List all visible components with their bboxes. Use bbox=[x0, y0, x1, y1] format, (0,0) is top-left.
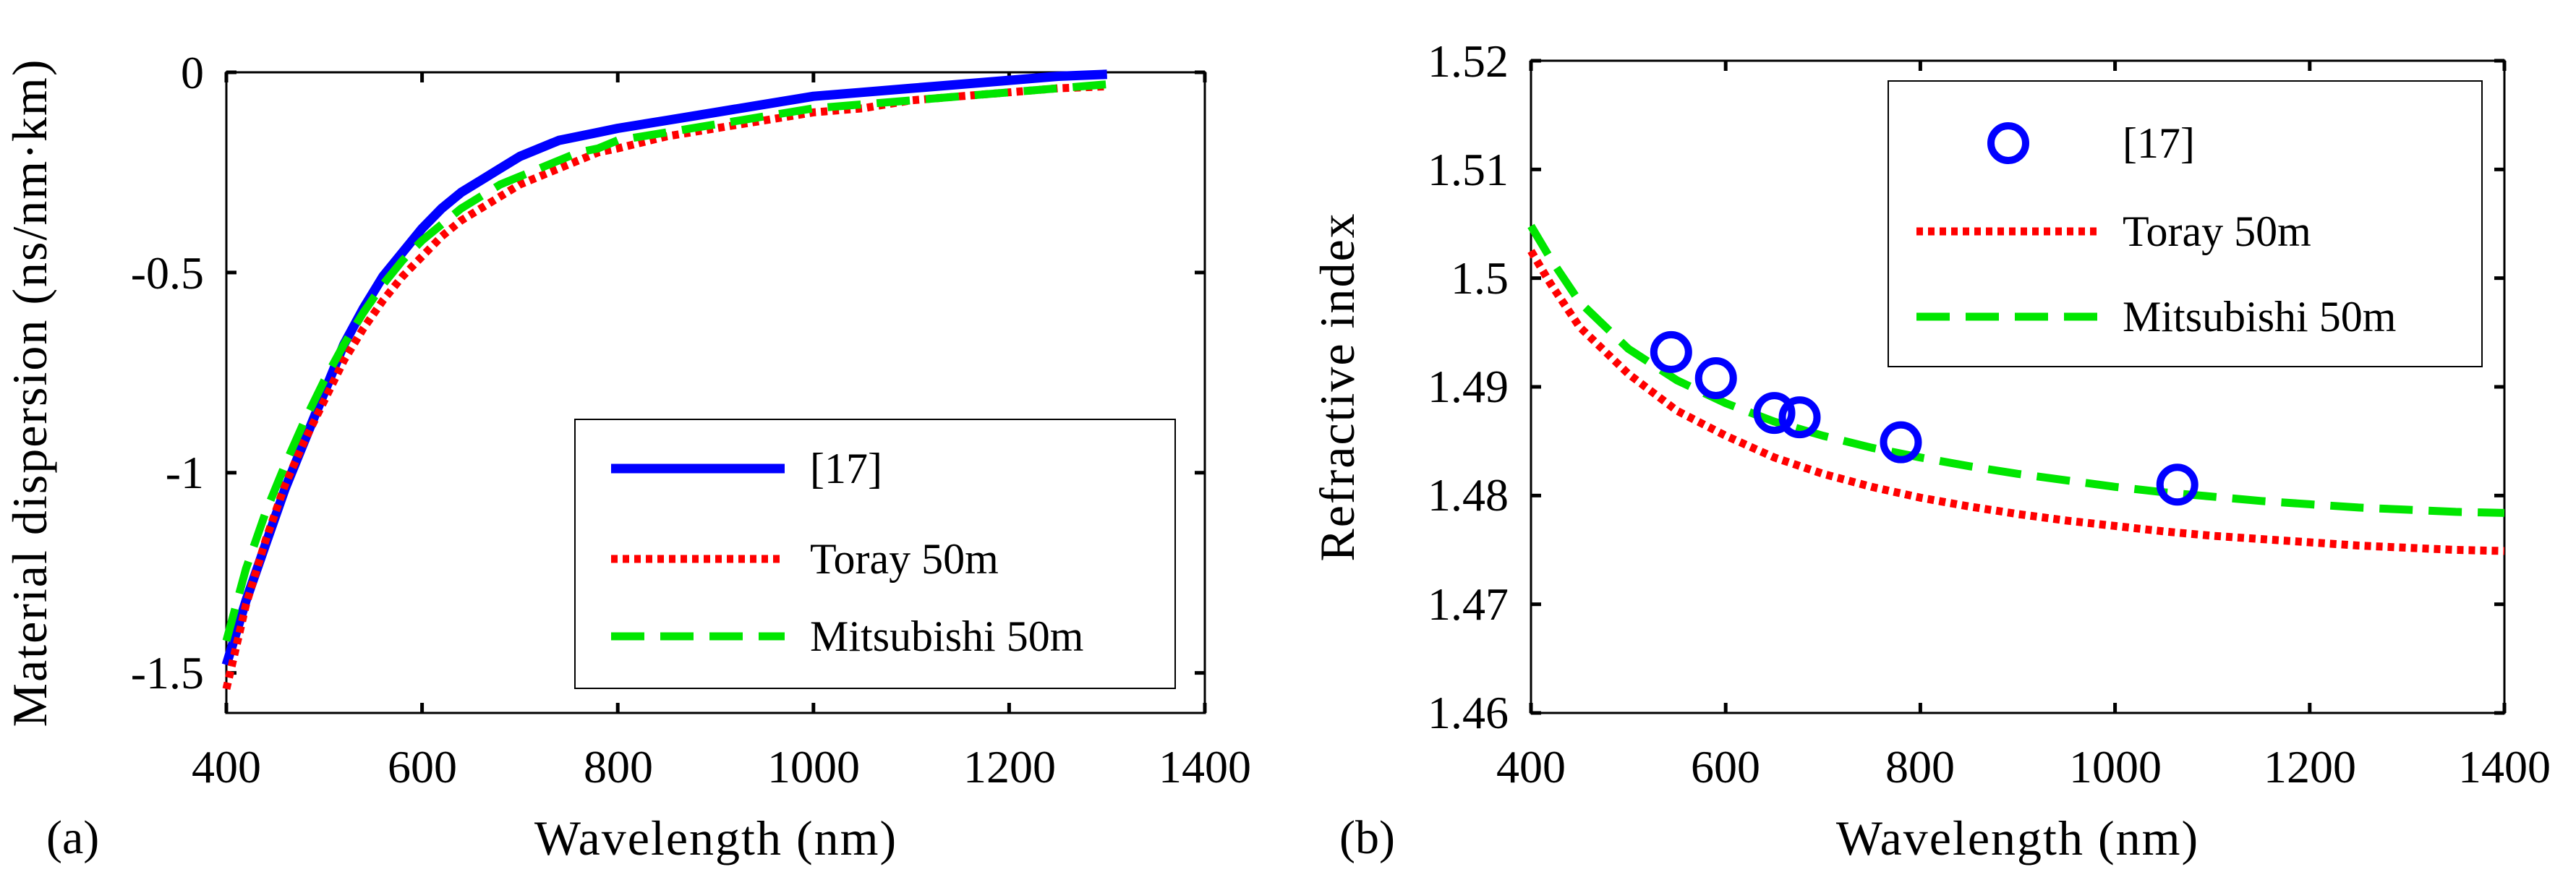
b-panel-label: (b) bbox=[1339, 811, 1395, 864]
b-y-tick-label: 1.5 bbox=[1451, 252, 1509, 304]
a-y-tick-label: -1.5 bbox=[131, 647, 204, 698]
b-y-tick-label: 1.49 bbox=[1428, 361, 1509, 412]
b-line-toray-50m bbox=[1527, 249, 2505, 555]
b-marker-17 bbox=[1753, 392, 1796, 435]
a-x-tick-label: 1200 bbox=[963, 741, 1056, 792]
b-y-axis-title: Refractive index bbox=[1310, 212, 1365, 561]
b-marker-17 bbox=[1778, 396, 1821, 439]
panel-a-legend: [17] Toray 50m Mitsubishi 50m bbox=[574, 419, 1176, 689]
b-line-mitsubishi-50m bbox=[1527, 223, 2505, 517]
a-x-tick-label: 1000 bbox=[767, 741, 860, 792]
panel-a-x-tick-labels: 400 600 800 1000 1200 1400 bbox=[192, 741, 1251, 792]
b-x-tick-label: 1400 bbox=[2458, 741, 2551, 792]
a-x-tick-label: 800 bbox=[584, 741, 653, 792]
panel-b-chart: [17] Toray 50m Mitsubishi 50m 400 600 80… bbox=[1310, 35, 2551, 866]
b-x-axis-title: Wavelength (nm) bbox=[1836, 811, 2199, 866]
a-panel-label: (a) bbox=[46, 811, 99, 864]
panel-b-series bbox=[1527, 223, 2505, 555]
panel-a-plot-frame bbox=[225, 71, 1206, 714]
b-y-tick-label: 1.47 bbox=[1428, 578, 1509, 630]
b-x-tick-label: 400 bbox=[1496, 741, 1566, 792]
a-x-tick-label: 600 bbox=[388, 741, 457, 792]
panel-b-x-tick-labels: 400 600 800 1000 1200 1400 bbox=[1496, 741, 2551, 792]
panel-a-series bbox=[221, 69, 1108, 691]
panel-b-legend: [17] Toray 50m Mitsubishi 50m bbox=[1888, 80, 2483, 367]
b-marker-17 bbox=[1694, 356, 1737, 399]
a-line-toray-50m bbox=[222, 82, 1107, 691]
a-legend-label-toray: Toray 50m bbox=[810, 535, 999, 583]
a-y-tick-label: -0.5 bbox=[131, 247, 204, 299]
b-y-tick-label: 1.52 bbox=[1428, 35, 1509, 87]
b-y-tick-label: 1.48 bbox=[1428, 469, 1509, 521]
a-x-tick-label: 1400 bbox=[1159, 741, 1251, 792]
b-marker-17 bbox=[1650, 330, 1692, 373]
b-x-tick-label: 1200 bbox=[2264, 741, 2356, 792]
b-marker-17 bbox=[2156, 463, 2198, 506]
b-x-tick-label: 600 bbox=[1691, 741, 1760, 792]
b-marker-17 bbox=[1880, 421, 1922, 463]
a-y-tick-label: 0 bbox=[181, 47, 204, 98]
a-y-tick-label: -1 bbox=[166, 447, 204, 498]
a-legend-label-mitsubishi: Mitsubishi 50m bbox=[810, 612, 1083, 660]
a-line-mitsubishi-50m bbox=[222, 80, 1108, 642]
b-x-tick-label: 1000 bbox=[2069, 741, 2162, 792]
a-x-tick-label: 400 bbox=[192, 741, 261, 792]
b-legend-label-toray: Toray 50m bbox=[2123, 208, 2311, 255]
b-y-tick-label: 1.46 bbox=[1428, 687, 1509, 738]
b-legend-swatch-17 bbox=[1987, 122, 2029, 164]
panel-a-chart: 400 600 800 1000 1200 1400 0 -0.5 -1 -1.… bbox=[2, 47, 1251, 866]
b-legend-label-mitsubishi: Mitsubishi 50m bbox=[2123, 293, 2396, 341]
b-legend-label-17: [17] bbox=[2123, 119, 2195, 167]
a-x-axis-title: Wavelength (nm) bbox=[534, 811, 897, 866]
panel-b-ticks bbox=[1529, 59, 2507, 715]
a-legend-label-17: [17] bbox=[810, 445, 882, 492]
panel-b-y-tick-labels: 1.46 1.47 1.48 1.49 1.5 1.51 1.52 bbox=[1428, 35, 1509, 738]
panel-a-y-tick-labels: 0 -0.5 -1 -1.5 bbox=[131, 47, 204, 698]
b-x-tick-label: 800 bbox=[1885, 741, 1955, 792]
a-y-axis-title: Material dispersion (ns/nm·km) bbox=[2, 59, 57, 727]
b-y-tick-label: 1.51 bbox=[1428, 144, 1509, 195]
